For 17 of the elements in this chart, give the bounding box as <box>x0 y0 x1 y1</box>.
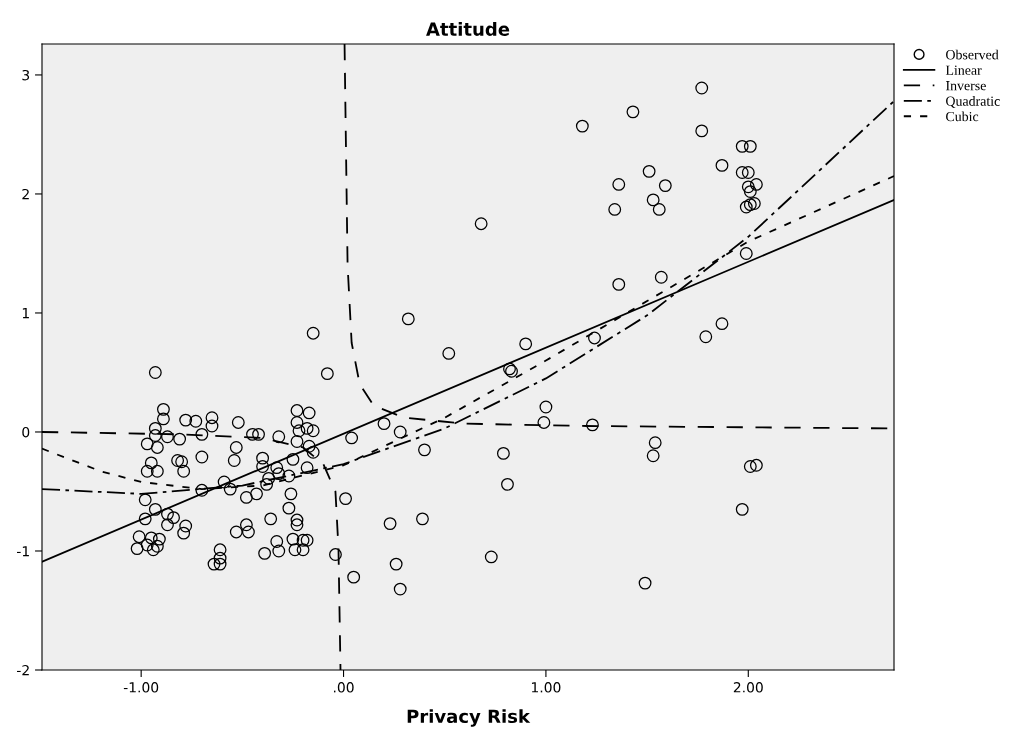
x-tick-label: 2.00 <box>733 682 763 693</box>
y-tick-label: -1 <box>17 546 29 557</box>
chart-title: Attitude <box>426 21 510 36</box>
x-tick-label: .00 <box>333 682 354 693</box>
legend-label: Observed <box>946 49 999 60</box>
legend-label: Cubic <box>946 111 979 122</box>
legend-label: Linear <box>945 65 982 75</box>
y-tick-label: 1 <box>22 308 29 319</box>
legend-label: Quadratic <box>946 96 1000 108</box>
y-tick-label: 3 <box>22 69 30 81</box>
legend-label: Inverse <box>945 81 986 91</box>
x-tick-label: 1.00 <box>531 682 561 693</box>
y-tick-label: -2 <box>17 664 29 676</box>
y-tick-label: 0 <box>22 426 30 438</box>
y-tick-label: 2 <box>22 188 29 200</box>
x-tick-label: -1.00 <box>123 682 159 693</box>
x-axis-title: Privacy Risk <box>407 709 531 727</box>
